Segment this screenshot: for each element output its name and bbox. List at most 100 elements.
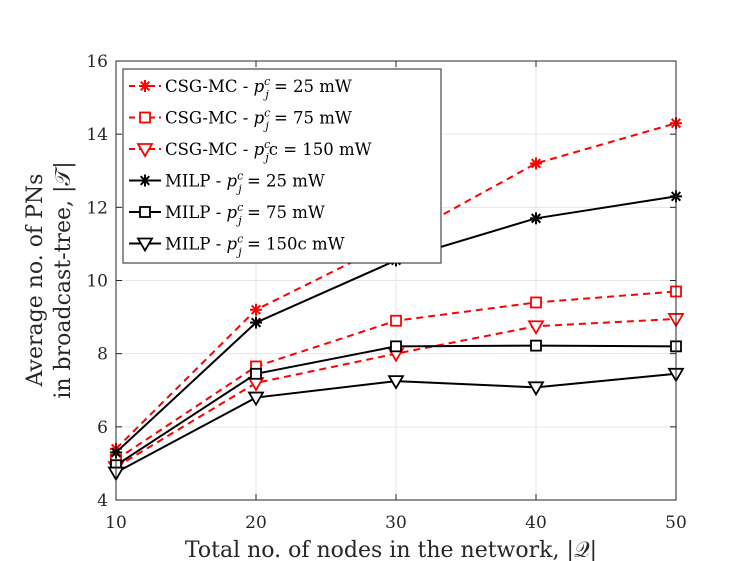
- legend-suffix: = 75 mW: [242, 203, 325, 222]
- data-point: [530, 339, 542, 352]
- data-point: [527, 320, 545, 336]
- legend-box: [122, 68, 442, 264]
- marker-stroke: [250, 317, 262, 328]
- x-tick-label: 40: [525, 513, 547, 533]
- y-tick-label: 12: [86, 198, 108, 218]
- marker-stroke: [139, 175, 151, 186]
- legend-label: MILP - pc j = 150c mW: [165, 233, 345, 259]
- marker-stroke: [139, 80, 151, 92]
- data-point: [530, 157, 542, 170]
- legend-prefix: CSG-MC -: [165, 77, 254, 96]
- data-point: [250, 367, 262, 380]
- legend-sub: j: [235, 246, 242, 259]
- y-tick-label: 14: [86, 125, 108, 145]
- marker-shape: [527, 320, 545, 336]
- legend-sup: c: [264, 75, 270, 88]
- marker-shape: [390, 314, 402, 327]
- legend-entry-2: CSG-MC - pc j = 75 mW: [129, 107, 352, 133]
- marker-shape: [250, 367, 262, 380]
- y-tick-label: 4: [97, 491, 108, 511]
- legend-sup: c: [237, 170, 243, 183]
- axis-labels: Total no. of nodes in the network, |𝒬| A…: [23, 161, 597, 561]
- legend-sup: c: [237, 233, 243, 246]
- legend-entry-3: CSG-MC - pc jc = 150 mW: [129, 138, 372, 164]
- data-point: [247, 391, 265, 407]
- marker-shape: [136, 143, 154, 158]
- x-tick-label: 10: [105, 513, 127, 533]
- legend-prefix: MILP -: [165, 172, 227, 191]
- marker-stroke: [530, 213, 542, 224]
- y-axis-label-line-2: in broadcast-tree, |𝒯|: [51, 161, 76, 398]
- marker-shape: [390, 340, 402, 353]
- legend-label: CSG-MC - pc j = 75 mW: [165, 107, 352, 133]
- legend-sup: c: [264, 138, 270, 151]
- legend-prefix: MILP -: [165, 235, 227, 254]
- legend-prefix: MILP -: [165, 203, 227, 222]
- x-tick-label: 50: [665, 513, 687, 533]
- legend-sub: j: [235, 183, 242, 196]
- legend-prefix: CSG-MC -: [165, 109, 254, 128]
- legend-math: p: [254, 140, 265, 159]
- data-point: [387, 375, 405, 390]
- legend-math: p: [227, 203, 238, 222]
- marker-shape: [387, 375, 405, 390]
- marker-stroke: [250, 304, 262, 315]
- legend-prefix: CSG-MC -: [165, 140, 254, 159]
- marker-stroke: [530, 158, 542, 169]
- x-tick-label: 30: [385, 513, 407, 533]
- legend-entry-1: CSG-MC - pc j = 25 mW: [129, 75, 352, 101]
- legend-marker: [139, 206, 151, 218]
- legend-sub: j: [235, 214, 242, 227]
- legend-entry-4: MILP - pc j = 25 mW: [129, 170, 325, 196]
- legend-math: p: [254, 109, 265, 128]
- legend-suffix: = 25 mW: [269, 77, 352, 96]
- legend-math: p: [227, 172, 238, 191]
- data-point: [250, 303, 262, 316]
- y-tick-label: 8: [97, 345, 108, 365]
- y-tick-label: 6: [97, 418, 108, 438]
- legend-label: CSG-MC - pc j = 25 mW: [165, 75, 352, 101]
- legend-sub: j: [262, 151, 269, 164]
- marker-shape: [530, 339, 542, 352]
- data-point: [530, 296, 542, 309]
- data-point: [390, 314, 402, 327]
- legend-label: MILP - pc j = 75 mW: [165, 201, 325, 227]
- data-point: [250, 316, 262, 329]
- marker-shape: [527, 381, 545, 397]
- y-tick-label: 10: [86, 272, 108, 292]
- legend-sub: j: [262, 88, 269, 101]
- legend-label: MILP - pc j = 25 mW: [165, 170, 325, 196]
- legend-suffix: = 150c mW: [242, 235, 345, 254]
- legend-marker: [136, 143, 154, 158]
- marker-shape: [139, 111, 151, 124]
- axes: 10 20 30 40 50 4 6 8 10 12 14 16: [86, 52, 686, 533]
- data-point: [527, 381, 545, 397]
- legend-entry-5: MILP - pc j = 75 mW: [129, 201, 325, 227]
- legend-math: p: [227, 235, 238, 254]
- legend-marker: [139, 111, 151, 124]
- marker-shape: [530, 296, 542, 309]
- x-tick-label: 20: [245, 513, 267, 533]
- legend-marker: [136, 237, 154, 253]
- marker-shape: [139, 206, 151, 218]
- legend-math: p: [254, 77, 265, 96]
- legend-sup: c: [264, 107, 270, 120]
- legend-suffix: = 75 mW: [269, 109, 352, 128]
- y-axis-label-line-1: Average no. of PNs: [23, 174, 48, 388]
- legend-marker: [139, 174, 151, 187]
- legend-suffix: c = 150 mW: [269, 140, 372, 159]
- data-point: [530, 212, 542, 225]
- data-point: [390, 340, 402, 353]
- legend-sub: j: [262, 120, 269, 133]
- x-axis-label: Total no. of nodes in the network, |𝒬|: [185, 538, 597, 561]
- marker-shape: [247, 391, 265, 407]
- marker-shape: [136, 237, 154, 253]
- legend-entry-6: MILP - pc j = 150c mW: [129, 233, 345, 259]
- y-tick-label: 16: [86, 52, 108, 72]
- legend-label: CSG-MC - pc jc = 150 mW: [165, 138, 372, 164]
- legend-sup: c: [237, 201, 243, 214]
- legend-suffix: = 25 mW: [242, 172, 325, 191]
- legend-marker: [139, 80, 151, 92]
